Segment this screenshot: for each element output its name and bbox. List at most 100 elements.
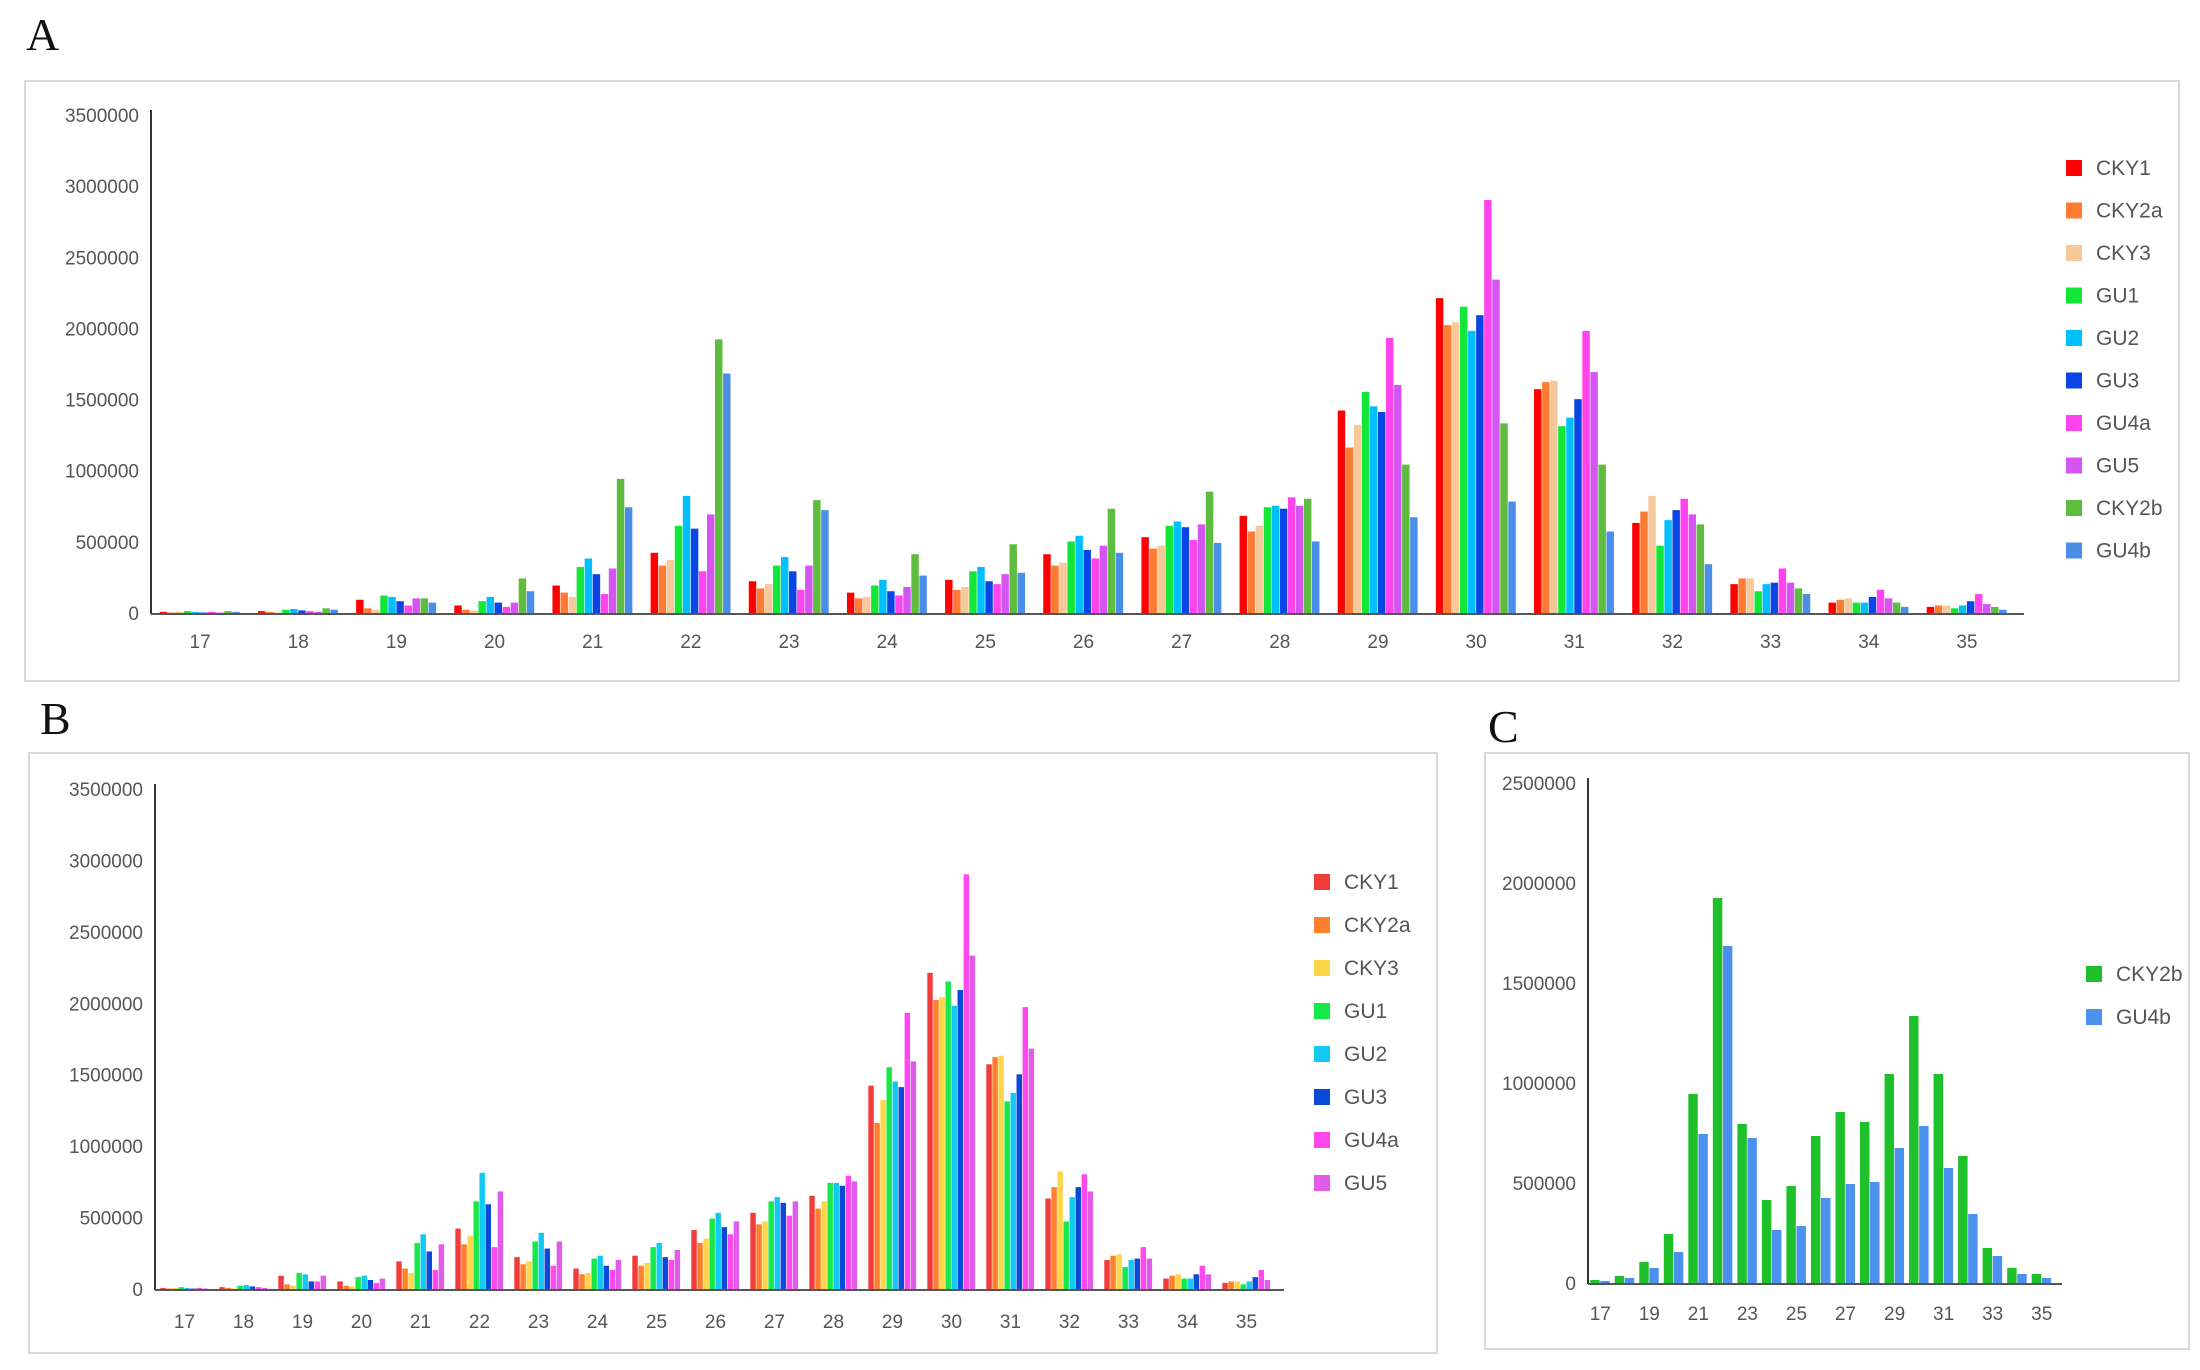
bar-gu4a-30 bbox=[963, 874, 970, 1290]
bar-gu1-21 bbox=[576, 567, 585, 614]
bar-gu5-30 bbox=[969, 955, 976, 1290]
bar-cky3-22 bbox=[666, 559, 675, 614]
bar-gu1-24 bbox=[871, 585, 879, 614]
bar-gu5-31 bbox=[1028, 1048, 1035, 1290]
bar-gu5-27 bbox=[1197, 524, 1206, 614]
bar-cky1-25 bbox=[632, 1255, 638, 1290]
bar-cky3-31 bbox=[998, 1055, 1004, 1290]
bar-cky2b-28 bbox=[1859, 1122, 1870, 1284]
bar-cky2a-21 bbox=[402, 1268, 408, 1290]
bar-gu2-34 bbox=[1187, 1278, 1193, 1290]
bar-gu3-27 bbox=[780, 1202, 786, 1290]
bar-gu1-26 bbox=[1067, 541, 1075, 614]
bar-cky1-24 bbox=[846, 592, 855, 614]
bar-cky3-21 bbox=[408, 1272, 414, 1290]
y-tick-label: 1500000 bbox=[65, 391, 139, 412]
bar-gu5-20 bbox=[510, 602, 519, 614]
bar-cky2a-33 bbox=[1738, 578, 1746, 614]
bar-gu1-35 bbox=[1240, 1284, 1246, 1290]
bar-cky1-31 bbox=[1534, 389, 1542, 614]
bar-gu3-23 bbox=[789, 571, 797, 614]
bar-gu4b-18 bbox=[1624, 1278, 1635, 1284]
bar-cky2b-30 bbox=[1500, 423, 1508, 614]
chart-panel-b: 0 500000 1000000 1500000 2000000 2500000 30000… bbox=[28, 752, 1438, 1354]
bar-gu2-22 bbox=[682, 495, 691, 614]
bar-cky3-17 bbox=[172, 1287, 178, 1290]
bar-gu3-26 bbox=[1083, 549, 1091, 614]
bar-cky1-23 bbox=[514, 1257, 520, 1290]
bar-gu1-21 bbox=[414, 1242, 420, 1290]
bar-gu1-24 bbox=[591, 1258, 597, 1290]
bar-cky3-30 bbox=[1451, 322, 1460, 614]
bar-cky1-31 bbox=[986, 1064, 992, 1290]
x-tick-label: 33 bbox=[1760, 632, 1781, 653]
x-tick-label: 23 bbox=[778, 632, 799, 653]
bar-gu3-22 bbox=[690, 528, 699, 614]
bar-cky3-17 bbox=[175, 611, 184, 614]
bar-gu2-24 bbox=[879, 579, 887, 614]
x-tick-label: 17 bbox=[190, 632, 211, 653]
bar-gu4a-27 bbox=[786, 1215, 793, 1290]
bar-gu2-23 bbox=[780, 557, 789, 614]
bar-gu4b-30 bbox=[1508, 501, 1516, 614]
bar-cky2b-34 bbox=[1892, 602, 1901, 614]
bar-gu1-23 bbox=[772, 565, 781, 614]
bar-cky2a-19 bbox=[284, 1284, 290, 1290]
x-tick-label: 31 bbox=[1933, 1304, 1954, 1325]
bar-gu1-22 bbox=[674, 525, 683, 614]
bar-gu4a-25 bbox=[993, 584, 1001, 614]
x-tick-label: 27 bbox=[764, 1312, 785, 1333]
x-tick-label: 18 bbox=[233, 1312, 254, 1333]
bar-gu2-22 bbox=[479, 1172, 485, 1290]
bar-gu4b-31 bbox=[1606, 531, 1614, 614]
y-tick-label: 2000000 bbox=[1502, 874, 1576, 895]
bar-gu3-27 bbox=[1181, 527, 1190, 614]
bar-cky1-32 bbox=[1045, 1198, 1051, 1290]
legend-swatch-cky2b bbox=[2066, 500, 2082, 516]
bar-cky2b-18 bbox=[1614, 1276, 1625, 1284]
bar-cky1-29 bbox=[1337, 410, 1346, 614]
bar-cky3-35 bbox=[1942, 605, 1951, 614]
bar-cky1-32 bbox=[1632, 522, 1640, 614]
bar-cky2b-22 bbox=[1712, 898, 1723, 1284]
bar-cky2a-29 bbox=[1345, 447, 1354, 614]
bar-cky3-19 bbox=[290, 1285, 296, 1290]
bar-cky3-34 bbox=[1844, 598, 1853, 614]
legend-label-gu3: GU3 bbox=[2096, 370, 2139, 393]
bar-cky1-30 bbox=[1435, 298, 1444, 614]
bar-gu1-25 bbox=[650, 1247, 656, 1290]
legend-swatch-gu5 bbox=[1314, 1175, 1330, 1191]
panel-b-label: B bbox=[40, 693, 71, 744]
bar-cky1-27 bbox=[750, 1212, 756, 1290]
bar-gu5-28 bbox=[851, 1181, 858, 1290]
bar-gu3-28 bbox=[839, 1185, 845, 1290]
bar-cky2a-34 bbox=[1836, 599, 1845, 614]
bar-gu1-33 bbox=[1122, 1267, 1128, 1290]
bar-cky1-25 bbox=[945, 579, 953, 614]
bar-gu1-30 bbox=[1460, 306, 1468, 614]
bar-gu5-25 bbox=[674, 1250, 681, 1290]
legend-swatch-gu4a bbox=[1314, 1132, 1330, 1148]
bar-cky2b-30 bbox=[1909, 1016, 1919, 1284]
legend-label-gu1: GU1 bbox=[2096, 285, 2139, 308]
bar-gu4a-26 bbox=[1091, 558, 1099, 614]
bar-gu5-22 bbox=[706, 514, 715, 614]
legend-label-gu1: GU1 bbox=[1344, 1000, 1387, 1023]
x-tick-label: 30 bbox=[941, 1312, 962, 1333]
legend-swatch-gu4b bbox=[2086, 1009, 2102, 1025]
bar-cky2a-27 bbox=[1149, 548, 1157, 614]
bar-gu4a-20 bbox=[502, 606, 511, 614]
bar-cky2b-25 bbox=[1009, 544, 1017, 614]
bar-gu4b-34 bbox=[1900, 606, 1909, 614]
bar-cky2b-26 bbox=[1810, 1136, 1821, 1284]
bar-cky2a-30 bbox=[933, 1000, 939, 1290]
x-tick-label: 20 bbox=[351, 1312, 372, 1333]
bar-gu4a-19 bbox=[314, 1281, 321, 1290]
legend-label-cky2b: CKY2b bbox=[2096, 497, 2163, 520]
bar-cky3-28 bbox=[821, 1201, 827, 1290]
bar-cky2b-17 bbox=[224, 611, 232, 614]
x-tick-label: 35 bbox=[1956, 632, 1977, 653]
bar-gu3-25 bbox=[662, 1257, 668, 1290]
bar-cky2b-24 bbox=[911, 554, 919, 614]
bar-gu4a-24 bbox=[895, 595, 903, 614]
